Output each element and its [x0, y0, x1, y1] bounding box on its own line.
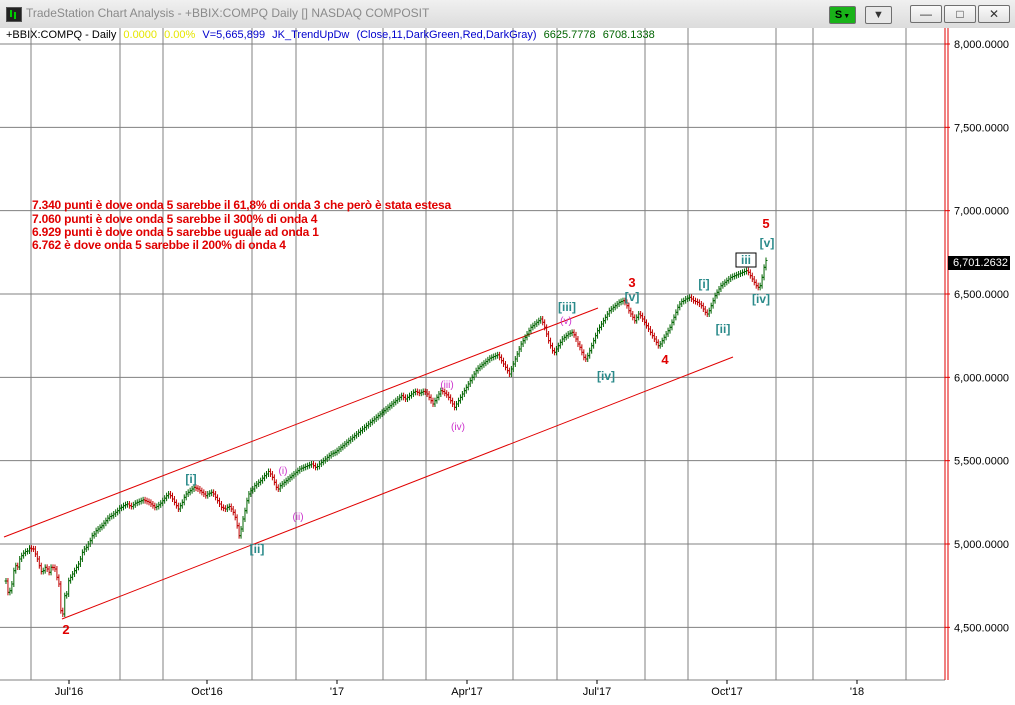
x-tick-label: '18 — [850, 686, 864, 698]
indicator-value-1: 6625.7778 — [543, 29, 596, 41]
chevron-down-icon: ▼ — [843, 13, 851, 20]
wave-label: [i] — [698, 277, 709, 291]
wave-label: (iii) — [440, 380, 453, 391]
annotation-line-4: 6.762 è dove onda 5 sarebbe il 200% di o… — [32, 238, 286, 252]
x-tick-label: Jul'16 — [55, 686, 83, 698]
minimize-button[interactable]: — — [910, 5, 942, 23]
strategy-s-button[interactable]: S▼ — [829, 6, 856, 24]
channel-lower-line — [61, 356, 734, 620]
s-label: S — [834, 9, 843, 21]
x-tick-label: '17 — [330, 686, 344, 698]
y-tick-label: 6,500.0000 — [954, 289, 1009, 301]
x-tick-label: Apr'17 — [451, 686, 482, 698]
maximize-icon: □ — [956, 7, 964, 21]
close-icon: ✕ — [988, 7, 1000, 21]
wave-label: 5 — [762, 216, 769, 231]
wave-label: 3 — [628, 275, 635, 290]
wave-label: [iv] — [597, 369, 615, 383]
x-tick-label: Jul'17 — [583, 686, 611, 698]
annotation-line-1: 7.340 punti è dove onda 5 sarebbe il 61,… — [32, 198, 451, 212]
indicator-params: (Close,11,DarkGreen,Red,DarkGray) — [356, 29, 537, 41]
wave-label: (iv) — [451, 422, 465, 433]
y-tick-label: 7,000.0000 — [954, 206, 1009, 218]
wave-label-box — [735, 252, 757, 268]
close-button[interactable]: ✕ — [978, 5, 1010, 23]
maximize-button[interactable]: □ — [944, 5, 976, 23]
wave-label: [v] — [625, 290, 640, 304]
annotation-line-2: 7.060 punti è dove onda 5 sarebbe il 300… — [32, 212, 318, 226]
y-tick-label: 5,000.0000 — [954, 539, 1009, 551]
wave-label: [iv] — [752, 292, 770, 306]
minimize-icon: — — [920, 7, 932, 21]
tradestation-app-icon — [6, 7, 22, 22]
change-value: 0.0000 — [123, 29, 158, 41]
dropdown-icon: ▼ — [873, 9, 884, 21]
data-dropdown-button[interactable]: ▼ — [865, 6, 892, 24]
last-price-label: 6,701.2632 — [948, 256, 1010, 270]
wave-label: [ii] — [250, 542, 265, 556]
change-percent: 0.00% — [164, 29, 196, 41]
wave-label: (ii) — [292, 512, 303, 523]
x-tick-label: Oct'16 — [191, 686, 222, 698]
price-chart[interactable]: 8,000.0000 7,500.0000 7,000.0000 6,500.0000… — [0, 28, 1015, 705]
y-tick-label: 4,500.0000 — [954, 622, 1009, 634]
y-tick-label: 6,000.0000 — [954, 372, 1009, 384]
wave-label: [ii] — [716, 322, 731, 336]
symbol-label: +BBIX:COMPQ - Daily — [6, 29, 117, 41]
wave-label: 2 — [62, 622, 69, 637]
wave-label: (i) — [279, 466, 288, 477]
volume-value: V=5,665,899 — [202, 29, 266, 41]
wave-label: iii — [741, 253, 751, 267]
wave-label: [iii] — [558, 300, 576, 314]
chart-info-line: +BBIX:COMPQ - Daily 0.0000 0.00% V=5,665… — [6, 29, 659, 41]
chart-canvas[interactable]: 8,000.0000 7,500.0000 7,000.0000 6,500.0000… — [0, 28, 1015, 705]
y-tick-label: 5,500.0000 — [954, 456, 1009, 468]
wave-label: (v) — [560, 316, 572, 327]
wave-label: [i] — [185, 472, 196, 486]
x-tick-label: Oct'17 — [711, 686, 742, 698]
y-tick-label: 7,500.0000 — [954, 122, 1009, 134]
y-tick-label: 8,000.0000 — [954, 39, 1009, 51]
channel-upper-line — [3, 307, 599, 538]
wave-label: 4 — [661, 352, 669, 367]
indicator-name: JK_TrendUpDw — [272, 29, 350, 41]
annotation-line-3: 6.929 punti è dove onda 5 sarebbe uguale… — [32, 225, 319, 239]
wave-label: [v] — [760, 236, 775, 250]
indicator-value-2: 6708.1338 — [602, 29, 655, 41]
window-title: TradeStation Chart Analysis - +BBIX:COMP… — [26, 6, 430, 20]
title-bar: TradeStation Chart Analysis - +BBIX:COMP… — [0, 0, 1015, 29]
